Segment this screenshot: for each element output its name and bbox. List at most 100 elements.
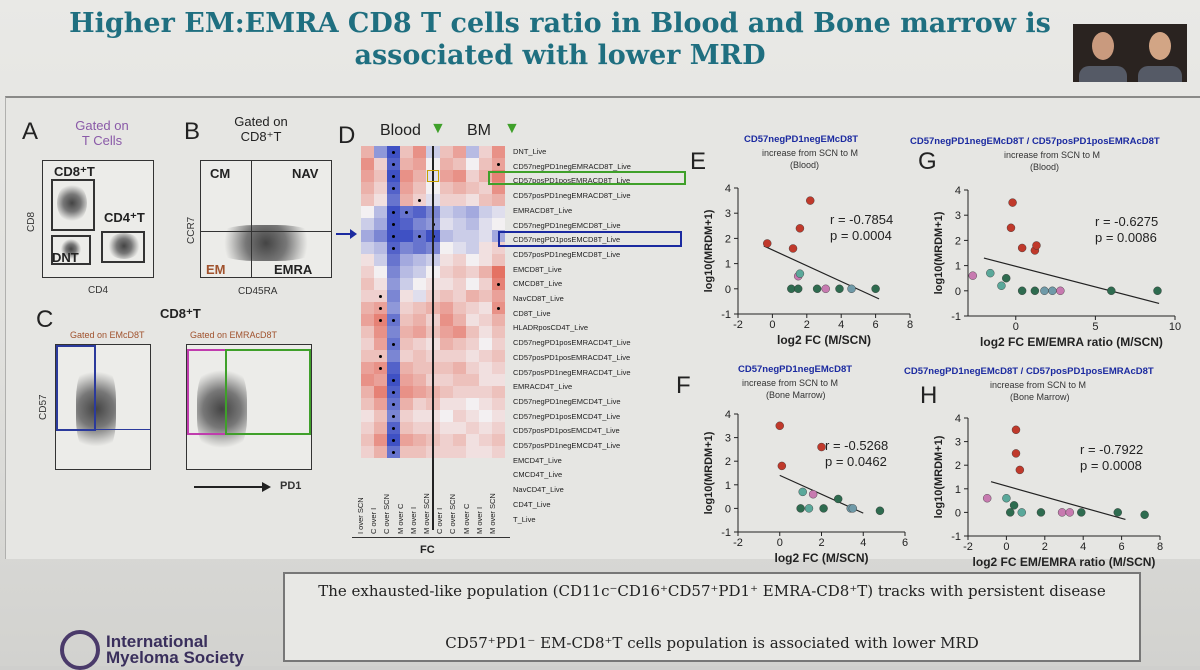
heatmap-cell	[387, 434, 401, 446]
panel-c-arrowhead	[262, 482, 271, 492]
heatmap-cell	[465, 170, 479, 182]
heatmap-cell	[387, 362, 401, 374]
heatmap-row	[361, 158, 506, 170]
heatmap-cell	[439, 254, 453, 266]
heatmap-row-label: CD57posPD1negEMRACD8T_Live	[513, 191, 631, 201]
heatmap-cell	[387, 254, 401, 266]
heatmap-cell	[400, 182, 414, 194]
heatmap-cell	[478, 338, 492, 350]
heatmap-cell	[400, 398, 414, 410]
data-point	[1015, 465, 1025, 475]
heatmap-cell	[387, 206, 401, 218]
heatmap-cell	[374, 182, 388, 194]
data-point	[1002, 494, 1011, 503]
heatmap-row-label: CD57posPD1negEMRACD4T_Live	[513, 367, 631, 377]
heatmap-row	[361, 146, 506, 158]
p-value: p = 0.0008	[1080, 458, 1142, 473]
heatmap-cell	[361, 326, 375, 338]
heatmap-row-label: CD57posPD1posEMCD4T_Live	[513, 426, 620, 436]
heatmap-cell	[374, 398, 388, 410]
heatmap-cell	[452, 422, 466, 434]
heatmap-cell	[400, 230, 414, 242]
ims-logo-text: International Myeloma Society	[106, 632, 244, 667]
panel-a-ylabel: CD8	[26, 211, 37, 232]
summary-line2: CD57⁺PD1⁻ EM-CD8⁺T cells population is a…	[445, 634, 979, 652]
heatmap-cell	[478, 434, 492, 446]
heatmap-cell	[439, 326, 453, 338]
heatmap-row-label: EMRACD8T_Live	[513, 205, 573, 215]
heatmap-cell	[387, 278, 401, 290]
heatmap-row-label: EMRACD4T_Live	[513, 382, 573, 392]
summary-box: The exhausted-like population (CD11c⁻CD1…	[283, 572, 1141, 662]
panel-a-cd8t: CD8⁺T	[54, 164, 95, 179]
panel-a-letter: A	[22, 118, 39, 145]
x-tick-label: 4	[838, 319, 844, 331]
data-point	[796, 504, 805, 513]
panel-e-title: CD57negPD1negEMcD8T	[744, 134, 859, 145]
heatmap-cell	[452, 386, 466, 398]
heatmap-cell	[413, 386, 427, 398]
heatmap-cell	[374, 350, 388, 362]
x-tick-label: 0	[769, 319, 775, 331]
heatmap-row-label: EMCD8T_Live	[513, 264, 562, 274]
heatmap-row-label: CD57negPD1posEMCD4T_Live	[513, 411, 621, 421]
fc-line	[352, 537, 510, 538]
data-point	[793, 284, 803, 294]
heatmap-cell	[478, 386, 492, 398]
heatmap-cell	[491, 218, 506, 230]
slide-title-line2: associated with lower MRD	[354, 40, 766, 71]
panel-b-xlabel: CD45RA	[238, 286, 278, 297]
heatmap-row	[361, 314, 506, 326]
heatmap-cell	[361, 206, 375, 218]
heatmap-cell	[374, 254, 388, 266]
heatmap-cell	[465, 338, 479, 350]
data-point	[833, 494, 843, 504]
panel-a-plot	[42, 160, 154, 278]
heatmap-cell	[374, 206, 388, 218]
panel-f-title: CD57negPD1negEMcD8T	[738, 364, 853, 375]
heatmap-cell	[439, 278, 453, 290]
heatmap-cell	[452, 242, 466, 254]
panel-h-sub2: (Bone Marrow)	[1010, 392, 1070, 402]
heatmap-cell	[439, 302, 453, 314]
data-point	[1065, 508, 1074, 517]
y-tick-label: 0	[725, 503, 731, 515]
heatmap-cell	[439, 230, 453, 242]
heatmap-cell	[413, 194, 427, 206]
heatmap-row-label: CD57posPD1negEMCD4T_Live	[513, 441, 621, 450]
heatmap-cell	[452, 194, 466, 206]
heatmap-row-label: T_Live	[513, 514, 536, 524]
heatmap-cell	[491, 170, 506, 182]
heatmap-cell	[491, 302, 506, 314]
panel-a-cd4t: CD4⁺T	[104, 210, 145, 225]
panel-a-gate: Gated on T Cells	[75, 118, 129, 148]
panel-b-em: EM	[206, 262, 226, 277]
heatmap-cell	[374, 302, 388, 314]
heatmap-cell	[413, 446, 427, 458]
data-point	[1011, 425, 1021, 434]
r-value: r = -0.7922	[1080, 442, 1143, 457]
heatmap-col-label: M over I	[474, 506, 484, 534]
x-axis-label: log2 FC EM/EMRA ratio (M/SCN)	[980, 335, 1163, 349]
heatmap-cell	[400, 194, 414, 206]
panel-h-letter: H	[920, 382, 938, 409]
heatmap-cell	[491, 266, 506, 278]
data-point	[847, 284, 856, 294]
data-point	[997, 281, 1006, 290]
r-value: r = -0.5268	[825, 438, 888, 453]
y-tick-label: -1	[951, 531, 961, 543]
data-point	[1006, 508, 1015, 517]
heatmap-cell	[478, 218, 492, 230]
heatmap-cell	[465, 278, 479, 290]
heatmap-row	[361, 386, 506, 398]
heatmap-cell	[452, 146, 466, 158]
y-tick-label: 0	[955, 286, 961, 298]
data-point	[1057, 508, 1067, 517]
data-point	[795, 224, 805, 233]
heatmap-cell	[491, 350, 506, 362]
data-point	[1008, 198, 1017, 207]
significance-dot	[418, 234, 422, 238]
heatmap-cell	[465, 146, 479, 158]
heatmap-cell	[413, 302, 427, 314]
heatmap-cell	[452, 314, 466, 326]
